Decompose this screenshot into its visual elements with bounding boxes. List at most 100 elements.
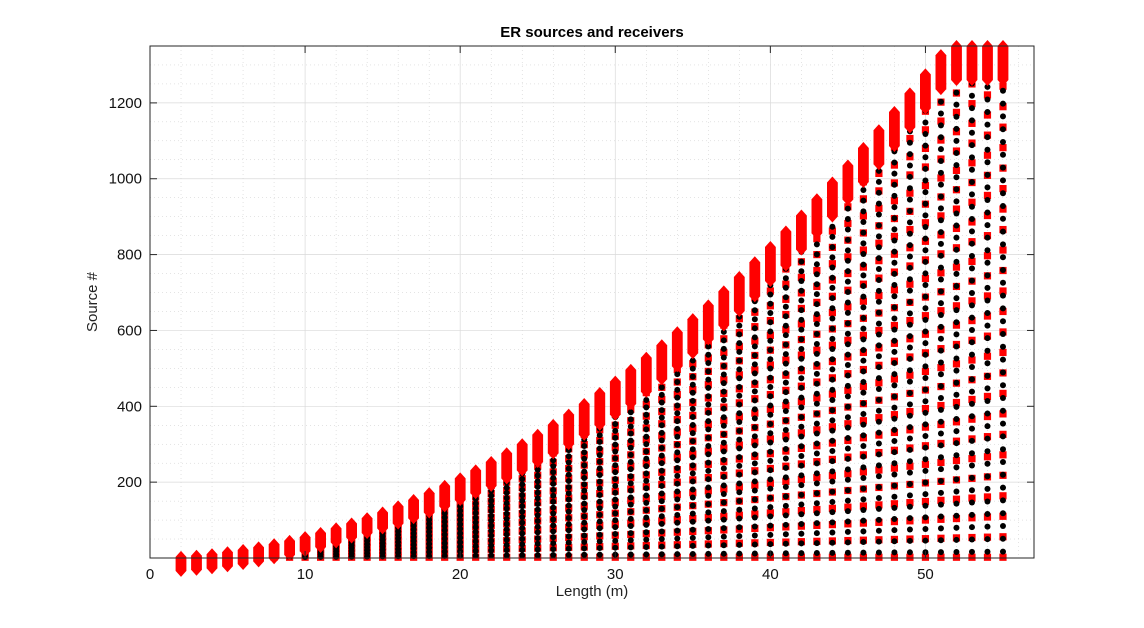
receiver-dot	[596, 458, 603, 465]
receiver-dot	[922, 398, 929, 405]
receiver-dot	[751, 442, 758, 449]
source-square	[999, 553, 1007, 561]
receiver-dot	[922, 305, 929, 312]
receiver-dot	[798, 355, 805, 362]
receiver-dot	[891, 549, 898, 556]
receiver-dot	[999, 203, 1006, 209]
receiver-dot	[457, 543, 464, 550]
receiver-dot	[922, 491, 929, 498]
receiver-dot	[519, 497, 526, 504]
receiver-dot	[705, 343, 712, 350]
source-square	[937, 458, 945, 467]
receiver-dot	[736, 533, 743, 540]
receiver-dot	[503, 526, 510, 533]
receiver-dot	[891, 538, 898, 545]
receiver-dot	[844, 216, 851, 223]
receiver-dot	[767, 485, 774, 492]
receiver-dot	[829, 264, 836, 271]
receiver-dot	[782, 417, 789, 424]
receiver-dot	[999, 228, 1006, 235]
receiver-dot	[612, 427, 619, 434]
receiver-dot	[922, 212, 929, 219]
source-square	[859, 468, 868, 476]
receiver-dot	[968, 289, 975, 296]
receiver-dot	[844, 362, 851, 369]
source-square	[937, 212, 945, 220]
receiver-dot	[798, 258, 805, 265]
receiver-dot	[999, 164, 1006, 171]
receiver-dot	[534, 495, 541, 502]
receiver-dot	[906, 173, 913, 180]
receiver-dot	[751, 388, 758, 395]
receiver-dot	[689, 518, 696, 525]
source-square	[921, 181, 930, 190]
receiver-dot	[999, 510, 1006, 517]
receiver-dot	[999, 113, 1006, 120]
plot-frame	[149, 45, 1035, 559]
receiver-dot	[937, 288, 944, 295]
source-square	[673, 390, 681, 399]
receiver-dot	[875, 309, 882, 316]
receiver-dot	[565, 477, 572, 484]
receiver-dot	[906, 219, 913, 226]
receiver-dot	[860, 485, 867, 492]
source-square	[704, 553, 712, 561]
receiver-dot	[658, 399, 665, 406]
receiver-dot	[906, 515, 913, 522]
receiver-dot	[844, 393, 851, 400]
source-square	[735, 511, 743, 519]
receiver-dot	[441, 514, 448, 521]
receiver-dot	[720, 465, 727, 472]
source-square	[999, 144, 1007, 152]
receiver-dot	[627, 437, 634, 444]
receiver-dot	[860, 411, 867, 417]
source-square	[952, 553, 961, 561]
receiver-dot	[534, 500, 541, 507]
receiver-dot	[968, 142, 975, 149]
receiver-dot	[457, 525, 464, 532]
receiver-dot	[813, 510, 820, 517]
receiver-dot	[829, 498, 836, 505]
source-diamond	[671, 326, 683, 373]
receiver-dot	[581, 481, 588, 488]
receiver-dot	[922, 363, 929, 370]
source-square	[797, 273, 805, 281]
receiver-dot	[984, 247, 991, 254]
receiver-dot	[922, 467, 929, 474]
receiver-dot	[767, 319, 774, 326]
receiver-dot	[612, 455, 619, 462]
receiver-dot	[519, 475, 526, 482]
receiver-dot	[627, 459, 634, 465]
data-points	[175, 40, 1009, 577]
receiver-dot	[937, 122, 944, 129]
receiver-dot	[968, 203, 975, 210]
receiver-dot	[922, 502, 929, 509]
receiver-dot	[875, 407, 882, 414]
receiver-dot	[705, 434, 712, 441]
source-square	[766, 479, 774, 487]
receiver-dot	[798, 297, 805, 304]
receiver-dot	[612, 420, 619, 427]
receiver-dot	[534, 529, 541, 536]
receiver-dot	[968, 314, 975, 321]
receiver-dot	[906, 503, 913, 510]
receiver-dot	[612, 482, 619, 489]
receiver-dot	[674, 386, 681, 393]
source-square	[704, 447, 712, 455]
source-square	[689, 553, 697, 561]
receiver-dot	[875, 396, 882, 403]
receiver-dot	[984, 96, 991, 103]
receiver-dot	[565, 514, 572, 521]
receiver-dot	[875, 429, 882, 436]
receiver-dot	[999, 151, 1006, 158]
receiver-dot	[844, 476, 851, 483]
receiver-dot	[968, 117, 975, 124]
receiver-dot	[705, 542, 712, 549]
receiver-dot	[658, 467, 665, 474]
receiver-dot	[999, 126, 1006, 133]
receiver-dot	[782, 313, 789, 320]
receiver-dot	[751, 343, 758, 350]
source-square	[968, 395, 976, 404]
receiver-dot	[968, 166, 975, 173]
receiver-dot	[984, 134, 991, 141]
